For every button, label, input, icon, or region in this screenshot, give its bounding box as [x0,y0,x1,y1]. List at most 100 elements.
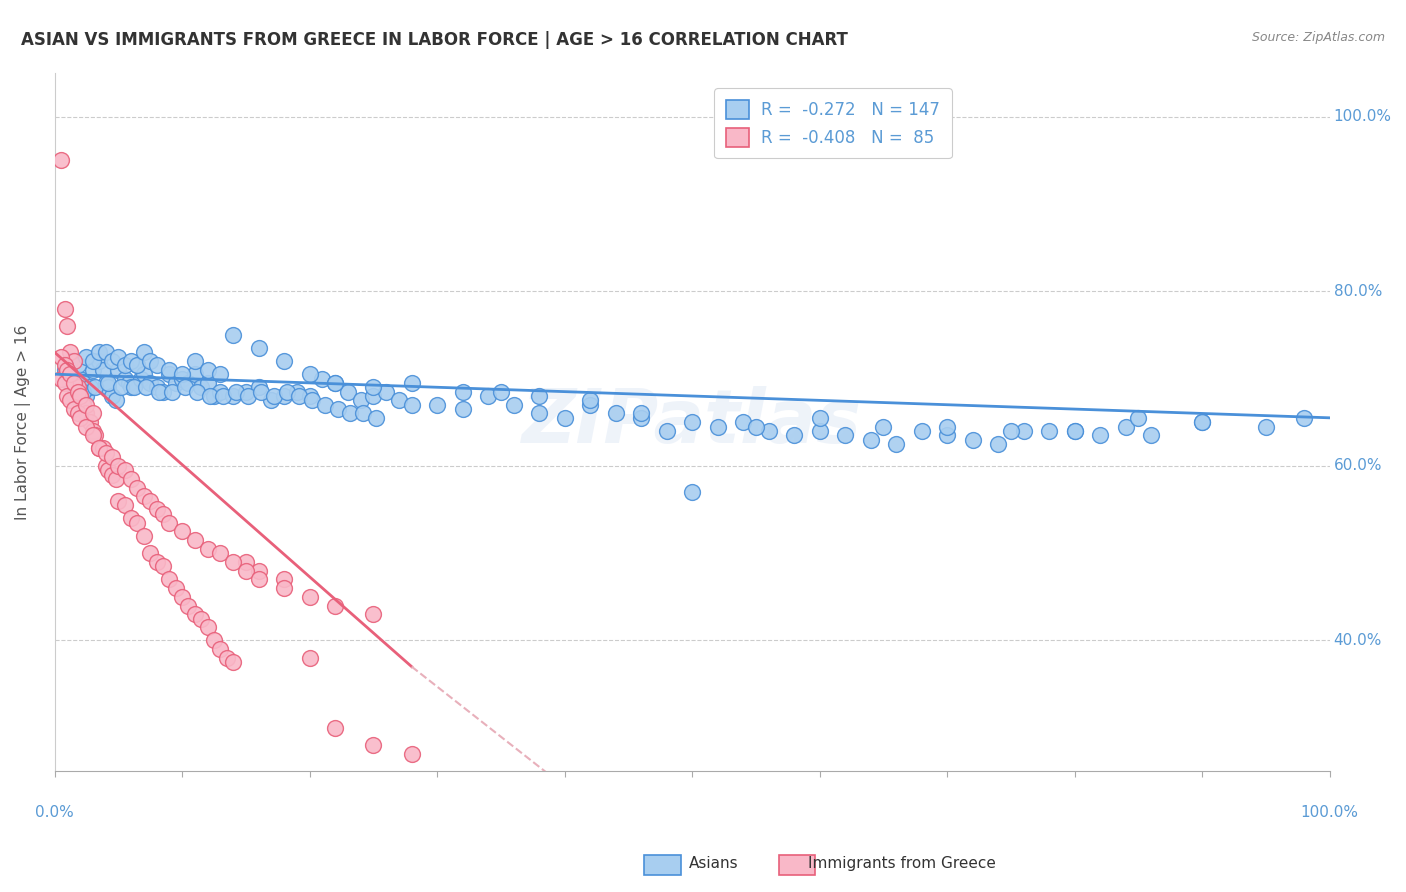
Point [76,350,98,364]
Point [56,367,79,381]
Point [165,581,187,595]
Point [114,463,136,477]
Point [165,376,187,390]
Point [114,359,136,373]
Point [157,367,180,381]
Point [62,354,84,368]
Point [62,376,84,390]
Point [101,389,124,403]
Point [79,380,101,394]
Point [94,345,117,359]
Point [132,367,155,381]
Point [235,555,257,569]
Point [222,655,245,669]
Point [298,367,321,381]
Point [936,419,959,434]
Point [987,437,1010,451]
Point [1191,415,1213,429]
Text: Source: ZipAtlas.com: Source: ZipAtlas.com [1251,31,1385,45]
Point [859,433,882,447]
Point [655,424,678,438]
Point [298,389,321,403]
Point [301,393,323,408]
Point [579,398,602,412]
Point [426,398,449,412]
Point [263,389,285,403]
Point [79,415,101,429]
Point [97,380,120,394]
Point [172,371,194,385]
Text: Immigrants from Greece: Immigrants from Greece [808,856,997,871]
Point [94,446,117,460]
Point [160,384,183,399]
Point [222,555,245,569]
Point [235,384,257,399]
Point [82,354,104,368]
Point [681,415,703,429]
Point [1063,424,1085,438]
Point [733,415,755,429]
Point [323,376,346,390]
Point [132,345,155,359]
Point [56,389,79,403]
Point [273,389,295,403]
Text: 40.0%: 40.0% [1333,633,1382,648]
Point [53,301,76,316]
Point [82,424,104,438]
Point [53,376,76,390]
Point [834,428,856,442]
Point [145,502,167,516]
Point [127,516,149,530]
Point [911,424,934,438]
Point [247,572,270,586]
Point [202,389,225,403]
Point [152,384,174,399]
Point [82,363,104,377]
Point [84,428,107,442]
Point [184,607,207,622]
Point [1128,410,1150,425]
Point [298,651,321,665]
Point [76,398,98,412]
Point [59,354,82,368]
Point [401,376,423,390]
Point [222,327,245,342]
Point [350,393,373,408]
Point [250,384,273,399]
Point [72,384,94,399]
Point [314,398,336,412]
Point [104,472,127,486]
Point [1115,419,1137,434]
Point [872,419,894,434]
Point [477,389,499,403]
Point [363,380,385,394]
Point [59,367,82,381]
Point [198,389,221,403]
Point [177,376,200,390]
Point [630,407,652,421]
Point [388,393,411,408]
Text: 100.0%: 100.0% [1301,805,1358,820]
Point [114,498,136,512]
Point [127,359,149,373]
Point [122,380,145,394]
Point [186,384,208,399]
Point [215,651,238,665]
Point [101,354,124,368]
Point [107,363,129,377]
Point [209,642,232,657]
Point [69,389,91,403]
Point [273,581,295,595]
Point [69,389,91,403]
Point [76,389,98,403]
Point [401,747,423,761]
Point [101,467,124,482]
Point [177,599,200,613]
Point [326,402,349,417]
Point [209,384,232,399]
Text: 80.0%: 80.0% [1333,284,1382,299]
Text: 0.0%: 0.0% [35,805,75,820]
Point [273,572,295,586]
Point [451,384,474,399]
Point [363,607,385,622]
